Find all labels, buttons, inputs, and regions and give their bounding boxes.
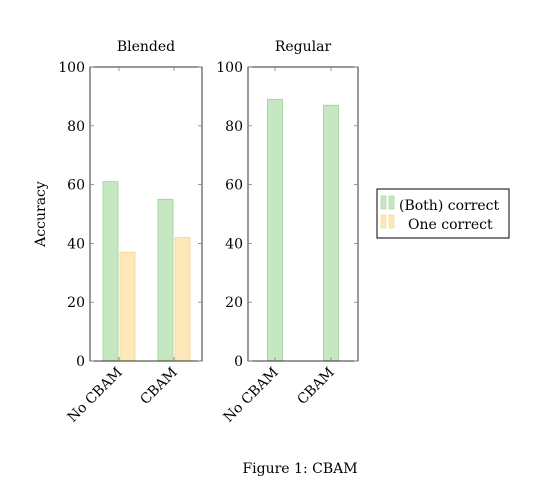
- legend-swatch-both-correct: [380, 195, 387, 210]
- plot-frame: [247, 66, 359, 362]
- chart-panel-1: 0 20 40 60 80 100 No CBAM CBAM Blended: [58, 39, 203, 426]
- legend-swatches: [380, 195, 395, 229]
- legend: (Both) correct One correct: [376, 188, 510, 239]
- bar-both-correct-cbam: [323, 104, 339, 362]
- panel-title: Blended: [117, 39, 175, 55]
- x-tick-label: CBAM: [294, 365, 337, 408]
- x-tick-label: No CBAM: [65, 365, 126, 426]
- panel-title: Regular: [275, 39, 332, 55]
- bar-both-correct-no-cbam: [102, 181, 119, 362]
- y-tick-label: 100: [58, 60, 85, 76]
- bar-both-correct-cbam: [157, 198, 174, 362]
- legend-swatch-both-correct: [388, 195, 395, 210]
- legend-label-one-correct: One correct: [408, 217, 493, 233]
- y-tick-label: 80: [225, 119, 243, 135]
- y-tick-label: 40: [225, 236, 243, 252]
- bar-one-correct-cbam: [174, 237, 191, 362]
- bar-one-correct-no-cbam: [119, 251, 136, 362]
- y-tick-label: 0: [234, 354, 243, 370]
- x-tick-label: No CBAM: [221, 365, 282, 426]
- y-tick-label: 20: [67, 295, 85, 311]
- figure-caption: Figure 1: CBAM: [242, 461, 357, 477]
- bar-both-correct-no-cbam: [267, 98, 283, 362]
- y-tick-label: 80: [67, 119, 85, 135]
- legend-box: [376, 188, 510, 239]
- y-tick-label: 40: [67, 236, 85, 252]
- y-axis-label: Accuracy: [33, 181, 49, 248]
- plot-frame: [89, 66, 203, 362]
- y-tick-label: 60: [67, 178, 85, 194]
- y-tick-label: 20: [225, 295, 243, 311]
- chart-panel-2: 0 20 40 60 80 100 No CBAM CBAM Regular: [216, 39, 359, 426]
- legend-label-both-correct: (Both) correct: [399, 198, 500, 214]
- legend-swatch-one-correct: [388, 214, 395, 229]
- chart-panels: 0 20 40 60 80 100 No CBAM CBAM Blended 0 20 40 60 80 1…: [58, 39, 359, 426]
- y-tick-label: 60: [225, 178, 243, 194]
- x-tick-label: CBAM: [137, 365, 180, 408]
- y-tick-label: 100: [216, 60, 243, 76]
- legend-swatch-one-correct: [380, 214, 387, 229]
- y-tick-label: 0: [76, 354, 85, 370]
